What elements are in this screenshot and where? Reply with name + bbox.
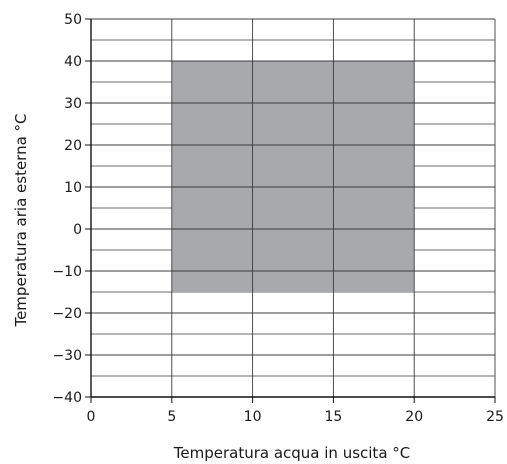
x-tick-label: 0 [87, 409, 96, 425]
y-tick-label: 50 [64, 12, 82, 28]
y-tick-label: −10 [52, 264, 82, 280]
y-axis-title: Temperatura aria esterna °C [12, 113, 30, 327]
y-tick-label: 40 [64, 54, 82, 70]
y-tick-label: 10 [64, 180, 82, 196]
y-tick-label: −20 [52, 306, 82, 322]
x-tick-label: 10 [244, 409, 262, 425]
y-tick-label: 20 [64, 138, 82, 154]
y-axis-ticks: 50 40 30 20 10 0 −10 −20 −30 −40 [52, 12, 91, 406]
x-tick-label: 5 [167, 409, 176, 425]
x-tick-label: 25 [486, 409, 504, 425]
y-tick-label: −30 [52, 348, 82, 364]
y-tick-label: 30 [64, 96, 82, 112]
major-grid [90, 18, 496, 398]
x-axis-title: Temperatura acqua in uscita °C [173, 444, 411, 462]
operating-region [171, 61, 415, 292]
y-tick-label: −40 [52, 390, 82, 406]
y-tick-label: 0 [73, 222, 82, 238]
x-axis-ticks: 0 5 10 15 20 25 [87, 397, 504, 425]
x-tick-label: 20 [405, 409, 423, 425]
x-tick-label: 15 [324, 409, 342, 425]
